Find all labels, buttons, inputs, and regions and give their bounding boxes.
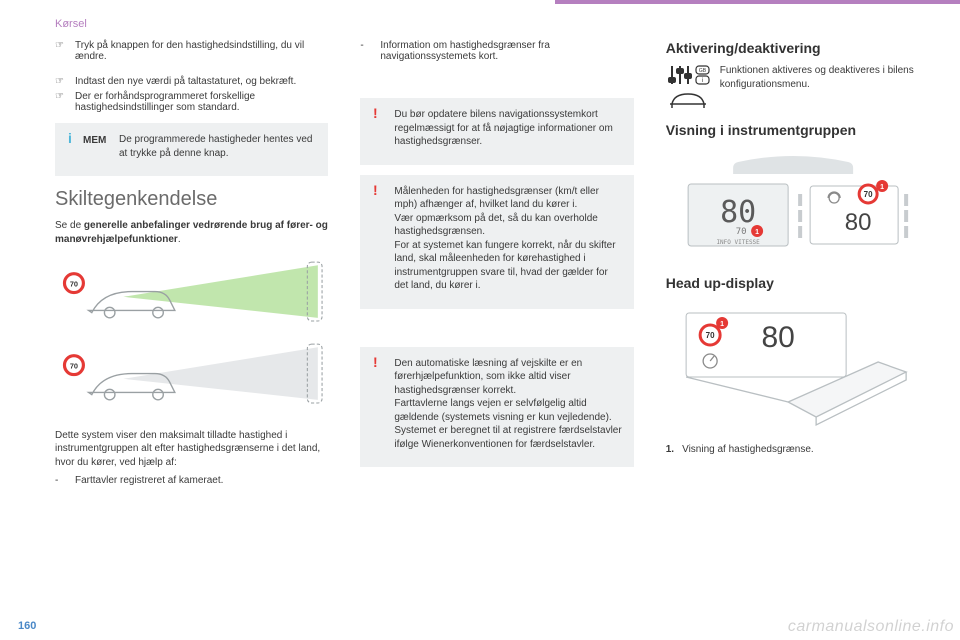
heading-hud: Head up-display (666, 275, 920, 291)
warning-text: Du bør opdatere bilens navigationssystem… (394, 108, 621, 149)
watermark: carmanualsonline.info (788, 618, 954, 636)
sign-70-label: 70 (70, 279, 78, 288)
legend-item: 1. Visning af hastighedsgrænse. (666, 444, 920, 455)
bullet-item: - Farttavler registreret af kameraet. (55, 475, 328, 486)
heading-instrument: Visning i instrumentgruppen (666, 122, 920, 138)
sign-70-label: 70 (705, 331, 714, 340)
warning-icon: ! (366, 181, 384, 199)
lcd-big: 80 (720, 195, 756, 230)
bullet-text: Indtast den nye værdi på taltastaturet, … (75, 76, 328, 87)
heading-sign-recognition: Skiltegenkendelse (55, 188, 328, 211)
bullet-text: Farttavler registreret af kameraet. (75, 475, 328, 486)
lcd-sub: 70 (735, 227, 746, 237)
svg-text:1: 1 (880, 184, 884, 191)
warning-box: ! Målenheden for hastighedsgrænser (km/t… (360, 175, 633, 309)
bullet-pointer-icon: ☞ (55, 40, 67, 62)
sign-70-label: 70 (863, 190, 872, 199)
column-right: Aktivering/deaktivering GB i (666, 40, 920, 490)
warning-text: Den automatiske læsning af vejskilte er … (394, 357, 621, 452)
svg-text:1: 1 (720, 321, 724, 328)
rec-intro-c: . (178, 234, 181, 245)
info-box-mem: i MEM De programmerede hastigheder hente… (55, 123, 328, 176)
bullet-item: ☞ Der er forhåndsprogrammeret forskellig… (55, 91, 328, 113)
section-label: Kørsel (55, 18, 920, 30)
column-middle: - Information om hastighedsgrænser fra n… (360, 40, 633, 490)
legend-number: 1. (666, 444, 674, 455)
column-left: ☞ Tryk på knappen for den hastighedsinds… (55, 40, 328, 490)
sign-70-label: 70 (70, 361, 78, 370)
manual-page: Kørsel ☞ Tryk på knappen for den hastigh… (0, 0, 960, 500)
heading-activation: Aktivering/deaktivering (666, 40, 920, 56)
bullet-item: ☞ Tryk på knappen for den hastighedsinds… (55, 40, 328, 62)
figure-instrument-cluster: 80 70 1 INFO VITESSE 70 1 8 (666, 154, 920, 264)
lcd-info: INFO VITESSE (716, 239, 760, 246)
settings-car-icon: GB i (666, 64, 710, 112)
mem-label: MEM (83, 135, 106, 146)
svg-text:i: i (702, 78, 703, 84)
bullet-text: Tryk på knappen for den hastighedsindsti… (75, 40, 328, 62)
warning-icon: ! (366, 104, 384, 122)
bullet-item: - Information om hastighedsgrænser fra n… (360, 40, 633, 62)
warning-icon: ! (366, 353, 384, 371)
svg-text:GB: GB (699, 68, 707, 74)
figure-car-beams: 70 70 (55, 260, 328, 418)
figure-hud: 70 1 80 (666, 307, 920, 427)
hud-speed: 80 (761, 321, 794, 354)
rec-intro-b: generelle anbefalinger vedrørende brug a… (55, 220, 328, 245)
bullet-pointer-icon: ☞ (55, 76, 67, 87)
info-icon: i (61, 129, 79, 147)
warning-box: ! Du bør opdatere bilens navigationssyst… (360, 98, 633, 165)
bullet-text: Der er forhåndsprogrammeret forskellige … (75, 91, 328, 113)
bullet-dash-icon: - (360, 40, 372, 62)
mem-text: De programmerede hastigheder hentes ved … (119, 133, 316, 160)
bullet-pointer-icon: ☞ (55, 91, 67, 113)
after-figure-text: Dette system viser den maksimalt tilladt… (55, 429, 328, 470)
legend-text: Visning af hastighedsgrænse. (682, 444, 814, 455)
bullet-item: ☞ Indtast den nye værdi på taltastaturet… (55, 76, 328, 87)
warning-text: Målenheden for hastighedsgrænser (km/t e… (394, 185, 621, 293)
rec-intro: Se de generelle anbefalinger vedrørende … (55, 219, 328, 246)
svg-text:1: 1 (755, 229, 759, 236)
warning-box: ! Den automatiske læsning af vejskilte e… (360, 347, 633, 468)
rec-intro-a: Se de (55, 220, 84, 231)
activation-text: Funktionen aktiveres og deaktiveres i bi… (720, 64, 920, 91)
bullet-dash-icon: - (55, 475, 67, 486)
page-number: 160 (18, 620, 36, 632)
content-columns: ☞ Tryk på knappen for den hastighedsinds… (55, 40, 920, 490)
bullet-text: Information om hastighedsgrænser fra nav… (380, 40, 633, 62)
cluster-speed: 80 (845, 209, 872, 236)
